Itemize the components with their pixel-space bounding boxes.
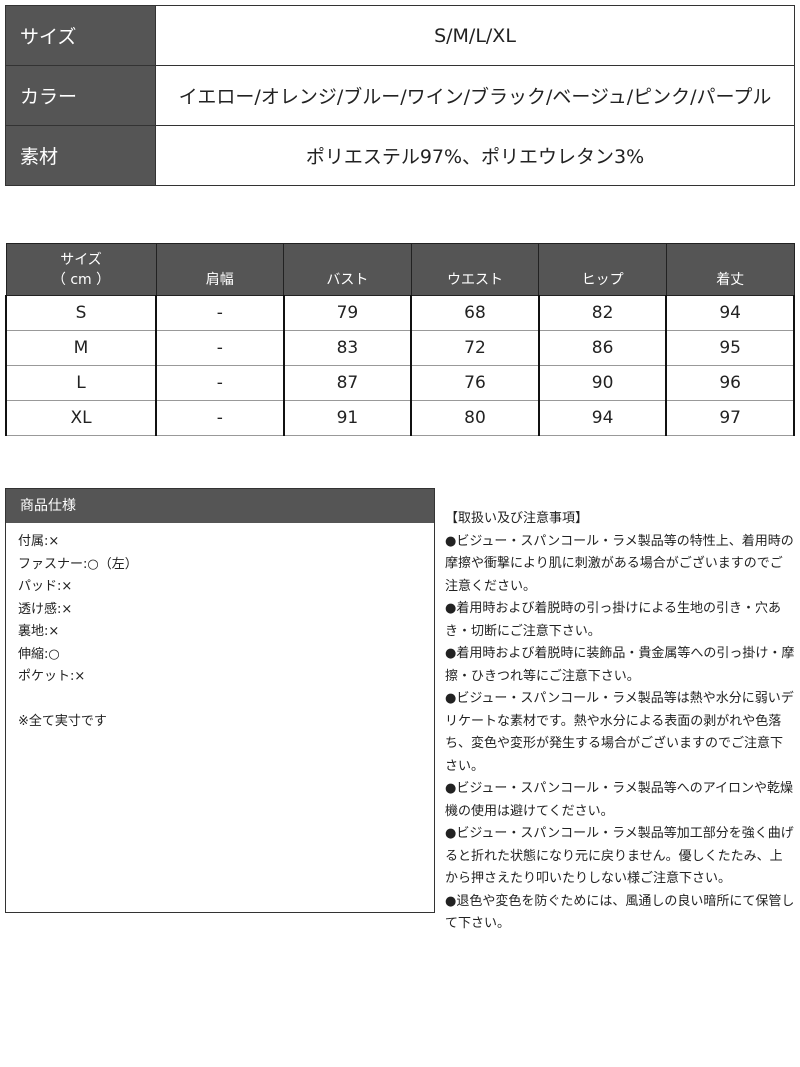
table-cell: - <box>155 365 285 401</box>
table-cell: 68 <box>410 295 540 331</box>
table-cell: M <box>5 330 157 366</box>
care-item: ●退色や変色を防ぐためには、風通しの良い暗所にて保管して下さい。 <box>445 893 795 932</box>
table-cell: 94 <box>537 400 668 436</box>
info-row-material: 素材 ポリエステル97%、ポリエウレタン3% <box>5 125 795 186</box>
care-notes: 【取扱い及び注意事項】 ●ビジュー・スパンコール・ラメ製品等の特性上、着用時の摩… <box>445 508 795 936</box>
table-cell: - <box>155 330 285 366</box>
table-cell: 94 <box>665 295 795 331</box>
column-header: ヒップ <box>538 243 667 296</box>
care-item: ●ビジュー・スパンコール・ラメ製品等へのアイロンや乾燥機の使用は避けてください。 <box>445 781 794 819</box>
table-row: S -79 68 82 94 <box>5 295 795 331</box>
info-row-size: サイズ S/M/L/XL <box>5 5 795 66</box>
spec-item: ポケット:× <box>18 669 86 684</box>
info-value: S/M/L/XL <box>155 5 795 66</box>
table-cell: L <box>5 365 157 401</box>
spec-title: 商品仕様 <box>6 489 434 523</box>
info-row-color: カラー イエロー/オレンジ/ブルー/ワイン/ブラック/ベージュ/ピンク/パープル <box>5 65 795 126</box>
spec-item: 伸縮:○ <box>18 646 60 662</box>
spec-item: 透け感:× <box>18 601 73 617</box>
spec-item: 裏地:× <box>18 624 60 639</box>
table-cell: - <box>155 400 285 436</box>
size-table: サイズ（ cm ） 肩幅 バスト ウエスト ヒップ 着丈 S -79 68 82 94 M… <box>5 243 795 436</box>
care-item: ●ビジュー・スパンコール・ラメ製品等の特性上、着用時の摩擦や衝撃により肌に刺激が… <box>445 533 794 594</box>
table-row: L -87 76 90 96 <box>5 365 795 401</box>
table-cell: 76 <box>410 365 540 401</box>
spec-item: ファスナー:○（左） <box>18 556 138 572</box>
table-row: M -83 72 86 95 <box>5 330 795 366</box>
spec-body: 付属:× ファスナー:○（左） パッド:× 透け感:× 裏地:× 伸縮:○ ポケット:× ※全… <box>6 523 434 741</box>
size-table-header: サイズ （ cm ） 肩幅 バスト ウエスト ヒップ 着丈 <box>5 243 795 296</box>
table-cell: 79 <box>282 295 413 331</box>
info-label: カラー <box>5 65 156 126</box>
care-item: ●ビジュー・スパンコール・ラメ製品等は熱や水分に弱いデリケートな素材です。熱や水… <box>445 691 794 774</box>
header-size: サイズ （ cm ） <box>5 243 157 296</box>
table-cell: 90 <box>537 365 668 401</box>
table-cell: 97 <box>665 400 795 436</box>
care-item: ●着用時および着脱時の引っ掛けによる生地の引き・穴あき・切断にご注意下さい。 <box>445 601 781 639</box>
table-row: XL -91 80 94 97 <box>5 400 795 436</box>
table-cell: 96 <box>665 365 795 401</box>
table-cell: 83 <box>282 330 413 366</box>
column-header: バスト <box>283 243 412 296</box>
spec-item: 付属:× <box>18 534 60 549</box>
table-cell: 72 <box>410 330 540 366</box>
table-cell: 95 <box>665 330 795 366</box>
column-header: ウエスト <box>410 243 540 296</box>
care-item: ●ビジュー・スパンコール・ラメ製品等加工部分を強く曲げると折れた状態になり元に戻… <box>445 826 794 886</box>
table-cell: XL <box>5 400 157 436</box>
header-size-label: サイズ <box>60 251 102 268</box>
table-cell: 80 <box>410 400 540 436</box>
table-cell: 91 <box>282 400 413 436</box>
info-value: イエロー/オレンジ/ブルー/ワイン/ブラック/ベージュ/ピンク/パープル <box>155 65 795 126</box>
table-cell: 86 <box>537 330 668 366</box>
table-cell: - <box>155 295 285 331</box>
spec-box: 商品仕様 付属:× ファスナー:○（左） パッド:× 透け感:× 裏地:× 伸縮:○ ポケッ… <box>5 488 435 913</box>
table-cell: 82 <box>537 295 668 331</box>
info-value: ポリエステル97%、ポリエウレタン3% <box>155 125 795 186</box>
table-cell: 87 <box>282 365 413 401</box>
column-header: 着丈 <box>665 243 795 296</box>
care-item: ●着用時および着脱時に装飾品・貴金属等への引っ掛け・摩擦・ひきつれ等にご注意下さ… <box>445 646 795 684</box>
column-header: 肩幅 <box>155 243 285 296</box>
product-info-table: サイズ S/M/L/XL カラー イエロー/オレンジ/ブルー/ワイン/ブラック/ベー… <box>5 5 795 186</box>
spec-item: パッド:× <box>18 579 73 594</box>
spec-note: ※全て実寸です <box>18 713 107 729</box>
header-unit-label: （ cm ） <box>51 271 111 288</box>
info-label: サイズ <box>5 5 156 66</box>
table-cell: S <box>5 295 157 331</box>
info-label: 素材 <box>5 125 156 186</box>
care-title: 【取扱い及び注意事項】 <box>445 511 589 526</box>
